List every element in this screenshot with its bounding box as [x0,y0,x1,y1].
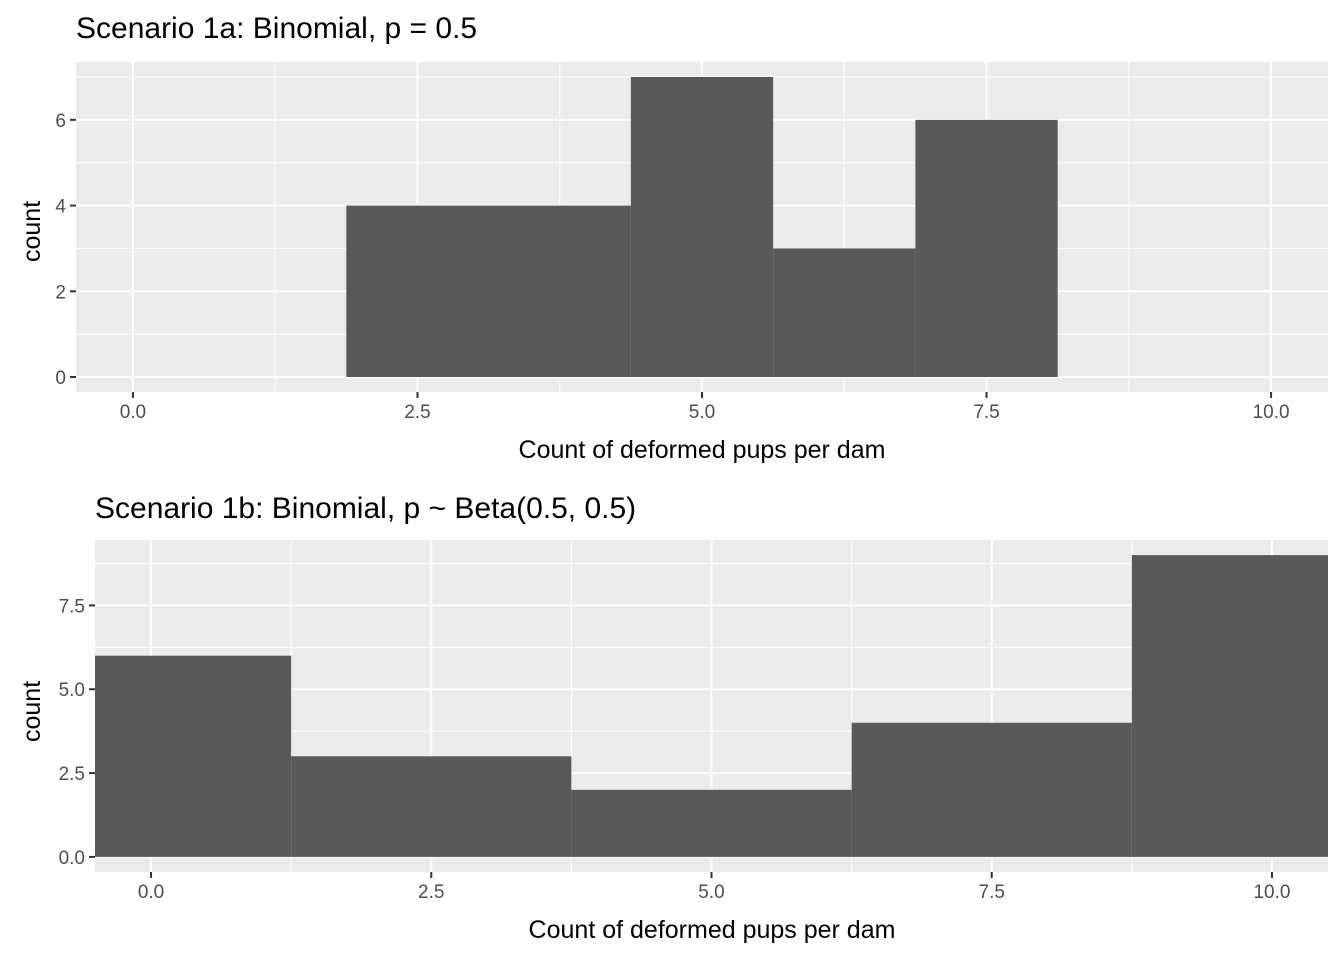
y-tick-label: 5.0 [59,680,85,701]
x-axis-label: Count of deformed pups per dam [518,436,886,464]
histogram-bar [1131,555,1328,857]
x-tick-label: 5.0 [689,402,715,423]
histogram-bar [630,77,774,377]
histogram-bar [851,722,1132,857]
x-axis-label: Count of deformed pups per dam [528,916,896,944]
y-tick-label: 7.5 [59,596,85,617]
chart-title: Scenario 1b: Binomial, p ~ Beta(0.5, 0.5… [95,492,637,525]
x-tick-label: 10.0 [1253,402,1290,423]
y-tick-label: 0.0 [59,848,85,869]
chart-panel-1a: Scenario 1a: Binomial, p = 0.5 count Cou… [18,12,1328,464]
chart-panel-1b: Scenario 1b: Binomial, p ~ Beta(0.5, 0.5… [0,480,1344,960]
y-tick-label: 2.5 [59,764,85,785]
histogram-bar [95,655,292,857]
y-tick-label: 0 [55,368,66,389]
x-tick-label: 7.5 [979,882,1005,903]
x-tick-label: 0.0 [120,402,146,423]
histogram-plot: 0.0 2.5 5.0 7.5 10.0 0 2 4 6 [55,62,1328,423]
histogram-bar [915,119,1058,377]
y-tick-label: 4 [55,197,66,218]
y-tick-label: 2 [55,282,66,303]
chart-title: Scenario 1a: Binomial, p = 0.5 [76,12,478,45]
histogram-bar [291,756,572,857]
x-tick-label: 5.0 [698,882,724,903]
histogram-plot: 0.0 2.5 5.0 7.5 10.0 0.0 2.5 5.0 7.5 [59,540,1328,903]
x-tick-label: 0.0 [138,882,164,903]
x-tick-label: 10.0 [1253,882,1290,903]
histogram-bar [346,205,631,377]
x-tick-label: 2.5 [418,882,444,903]
y-tick-label: 6 [55,111,66,132]
x-tick-label: 7.5 [973,402,999,423]
histogram-bar [571,789,852,857]
x-tick-label: 2.5 [404,402,430,423]
histogram-bar [773,248,916,377]
